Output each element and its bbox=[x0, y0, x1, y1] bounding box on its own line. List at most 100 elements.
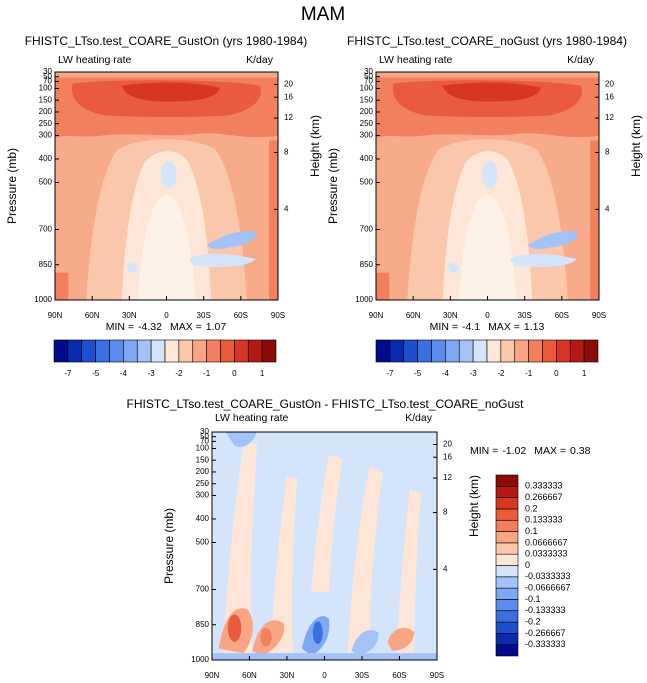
contour-fill bbox=[458, 195, 517, 300]
y-tick-label: 1000 bbox=[191, 655, 209, 664]
x-tick-label: 0 bbox=[164, 311, 169, 320]
min-max: MIN = -4.1 MAX = 1.13 bbox=[430, 321, 545, 333]
colorbar-label: -3 bbox=[470, 369, 478, 378]
contour-fill bbox=[396, 489, 422, 660]
contour-fill bbox=[137, 195, 196, 300]
y2-tick-label: 8 bbox=[443, 508, 448, 517]
colorbar-label: 0.133333 bbox=[525, 515, 563, 525]
colorbar-box bbox=[53, 339, 69, 363]
colorbar-label: 0.0666667 bbox=[525, 537, 568, 547]
min-max-part: MAX = bbox=[170, 321, 202, 333]
colorbar-label: 0 bbox=[232, 369, 237, 378]
y-tick-label: 400 bbox=[39, 154, 53, 163]
y2-tick-label: 20 bbox=[443, 440, 452, 449]
colorbar-box bbox=[247, 339, 263, 363]
contour-fill bbox=[260, 628, 272, 647]
y2-tick-label: 16 bbox=[284, 92, 293, 101]
y-tick-label: 1000 bbox=[34, 295, 52, 304]
colorbar-label: 0 bbox=[554, 369, 559, 378]
contour-fill bbox=[442, 82, 542, 102]
y-axis-label: Pressure (mb) bbox=[162, 508, 176, 584]
right-string: K/day bbox=[567, 54, 595, 66]
colorbar-box bbox=[417, 339, 432, 363]
colorbar-box bbox=[261, 339, 277, 363]
colorbar-label: -0.0666667 bbox=[525, 583, 571, 593]
y-tick-label: 70 bbox=[364, 77, 373, 86]
colorbar-box bbox=[495, 576, 519, 589]
colorbar-box bbox=[109, 339, 124, 363]
contour-fill bbox=[376, 72, 599, 78]
y-tick-label: 100 bbox=[196, 444, 210, 453]
min-max-part: MIN = bbox=[106, 321, 134, 333]
colorbar-box bbox=[164, 339, 180, 363]
colorbar-box bbox=[495, 621, 519, 634]
y2-axis-label: Height (km) bbox=[467, 475, 481, 537]
y2-axis-label: Height (km) bbox=[629, 115, 643, 177]
min-max: MIN = -4.32 MAX = 1.07 bbox=[106, 321, 227, 333]
colorbar-label: -5 bbox=[414, 369, 422, 378]
left-string: LW heating rate bbox=[215, 412, 289, 424]
panel-title: FHISTC_LTso.test_COARE_GustOn - FHISTC_L… bbox=[126, 397, 524, 411]
y-tick-label: 50 bbox=[200, 432, 209, 441]
y-tick-label: 400 bbox=[196, 514, 210, 523]
contour-fill bbox=[160, 160, 177, 189]
y-tick-label: 150 bbox=[39, 95, 53, 104]
colorbar-box bbox=[495, 633, 519, 645]
colorbar-box bbox=[583, 339, 599, 363]
y2-tick-label: 20 bbox=[605, 80, 614, 89]
y2-tick-label: 8 bbox=[605, 148, 610, 157]
colorbar-box bbox=[495, 542, 519, 555]
contour-fill bbox=[590, 140, 599, 300]
colorbar-box bbox=[495, 474, 519, 487]
y-tick-label: 400 bbox=[360, 154, 374, 163]
x-tick-label: 60S bbox=[234, 311, 248, 320]
colorbar-box bbox=[495, 565, 519, 578]
y-tick-label: 200 bbox=[360, 107, 374, 116]
y-tick-label: 250 bbox=[39, 119, 53, 128]
colorbar-box bbox=[528, 339, 543, 363]
y2-tick-label: 12 bbox=[443, 473, 452, 482]
min-max-part: -4.1 bbox=[462, 321, 480, 333]
colorbar-box bbox=[495, 610, 519, 623]
y2-tick-label: 12 bbox=[605, 113, 614, 122]
y-tick-label: 70 bbox=[200, 437, 209, 446]
colorbar-box bbox=[403, 339, 418, 363]
contour-plot bbox=[212, 432, 437, 660]
y2-tick-label: 20 bbox=[284, 80, 293, 89]
x-tick-label: 90S bbox=[271, 311, 285, 320]
contour-fill bbox=[126, 262, 138, 273]
colorbar-label: -4 bbox=[442, 369, 450, 378]
y2-tick-label: 4 bbox=[443, 564, 448, 573]
right-string: K/day bbox=[246, 54, 274, 66]
contour-fill bbox=[527, 231, 578, 250]
x-tick-label: 30S bbox=[355, 671, 369, 680]
y-tick-label: 850 bbox=[360, 260, 374, 269]
x-tick-label: 60N bbox=[242, 671, 257, 680]
colorbar-box bbox=[495, 531, 519, 544]
y-tick-label: 850 bbox=[39, 260, 53, 269]
colorbar-box bbox=[431, 339, 446, 363]
y-tick-label: 500 bbox=[360, 178, 374, 187]
min-max-part: 0.38 bbox=[570, 445, 591, 457]
min-max-part: 1.07 bbox=[206, 321, 227, 333]
figure-title: MAM bbox=[301, 4, 345, 25]
colorbar-label: 0.1 bbox=[525, 526, 538, 536]
colorbar-label: -7 bbox=[64, 369, 72, 378]
y-tick-label: 700 bbox=[196, 585, 210, 594]
colorbar-box bbox=[495, 497, 519, 510]
y-tick-label: 200 bbox=[196, 467, 210, 476]
y-tick-label: 30 bbox=[364, 67, 373, 76]
contour-fill bbox=[311, 454, 343, 592]
colorbar-label: -1 bbox=[203, 369, 211, 378]
colorbar-box bbox=[495, 599, 519, 612]
colorbar-box bbox=[150, 339, 166, 363]
colorbar-box bbox=[495, 508, 519, 521]
y-tick-label: 200 bbox=[39, 107, 53, 116]
y-tick-label: 700 bbox=[360, 225, 374, 234]
colorbar-label: 0.333333 bbox=[525, 481, 563, 491]
y-tick-label: 250 bbox=[360, 119, 374, 128]
left-string: LW heating rate bbox=[58, 54, 132, 66]
x-tick-label: 90S bbox=[430, 671, 444, 680]
colorbar-box bbox=[375, 339, 391, 363]
colorbar-box bbox=[495, 486, 519, 498]
